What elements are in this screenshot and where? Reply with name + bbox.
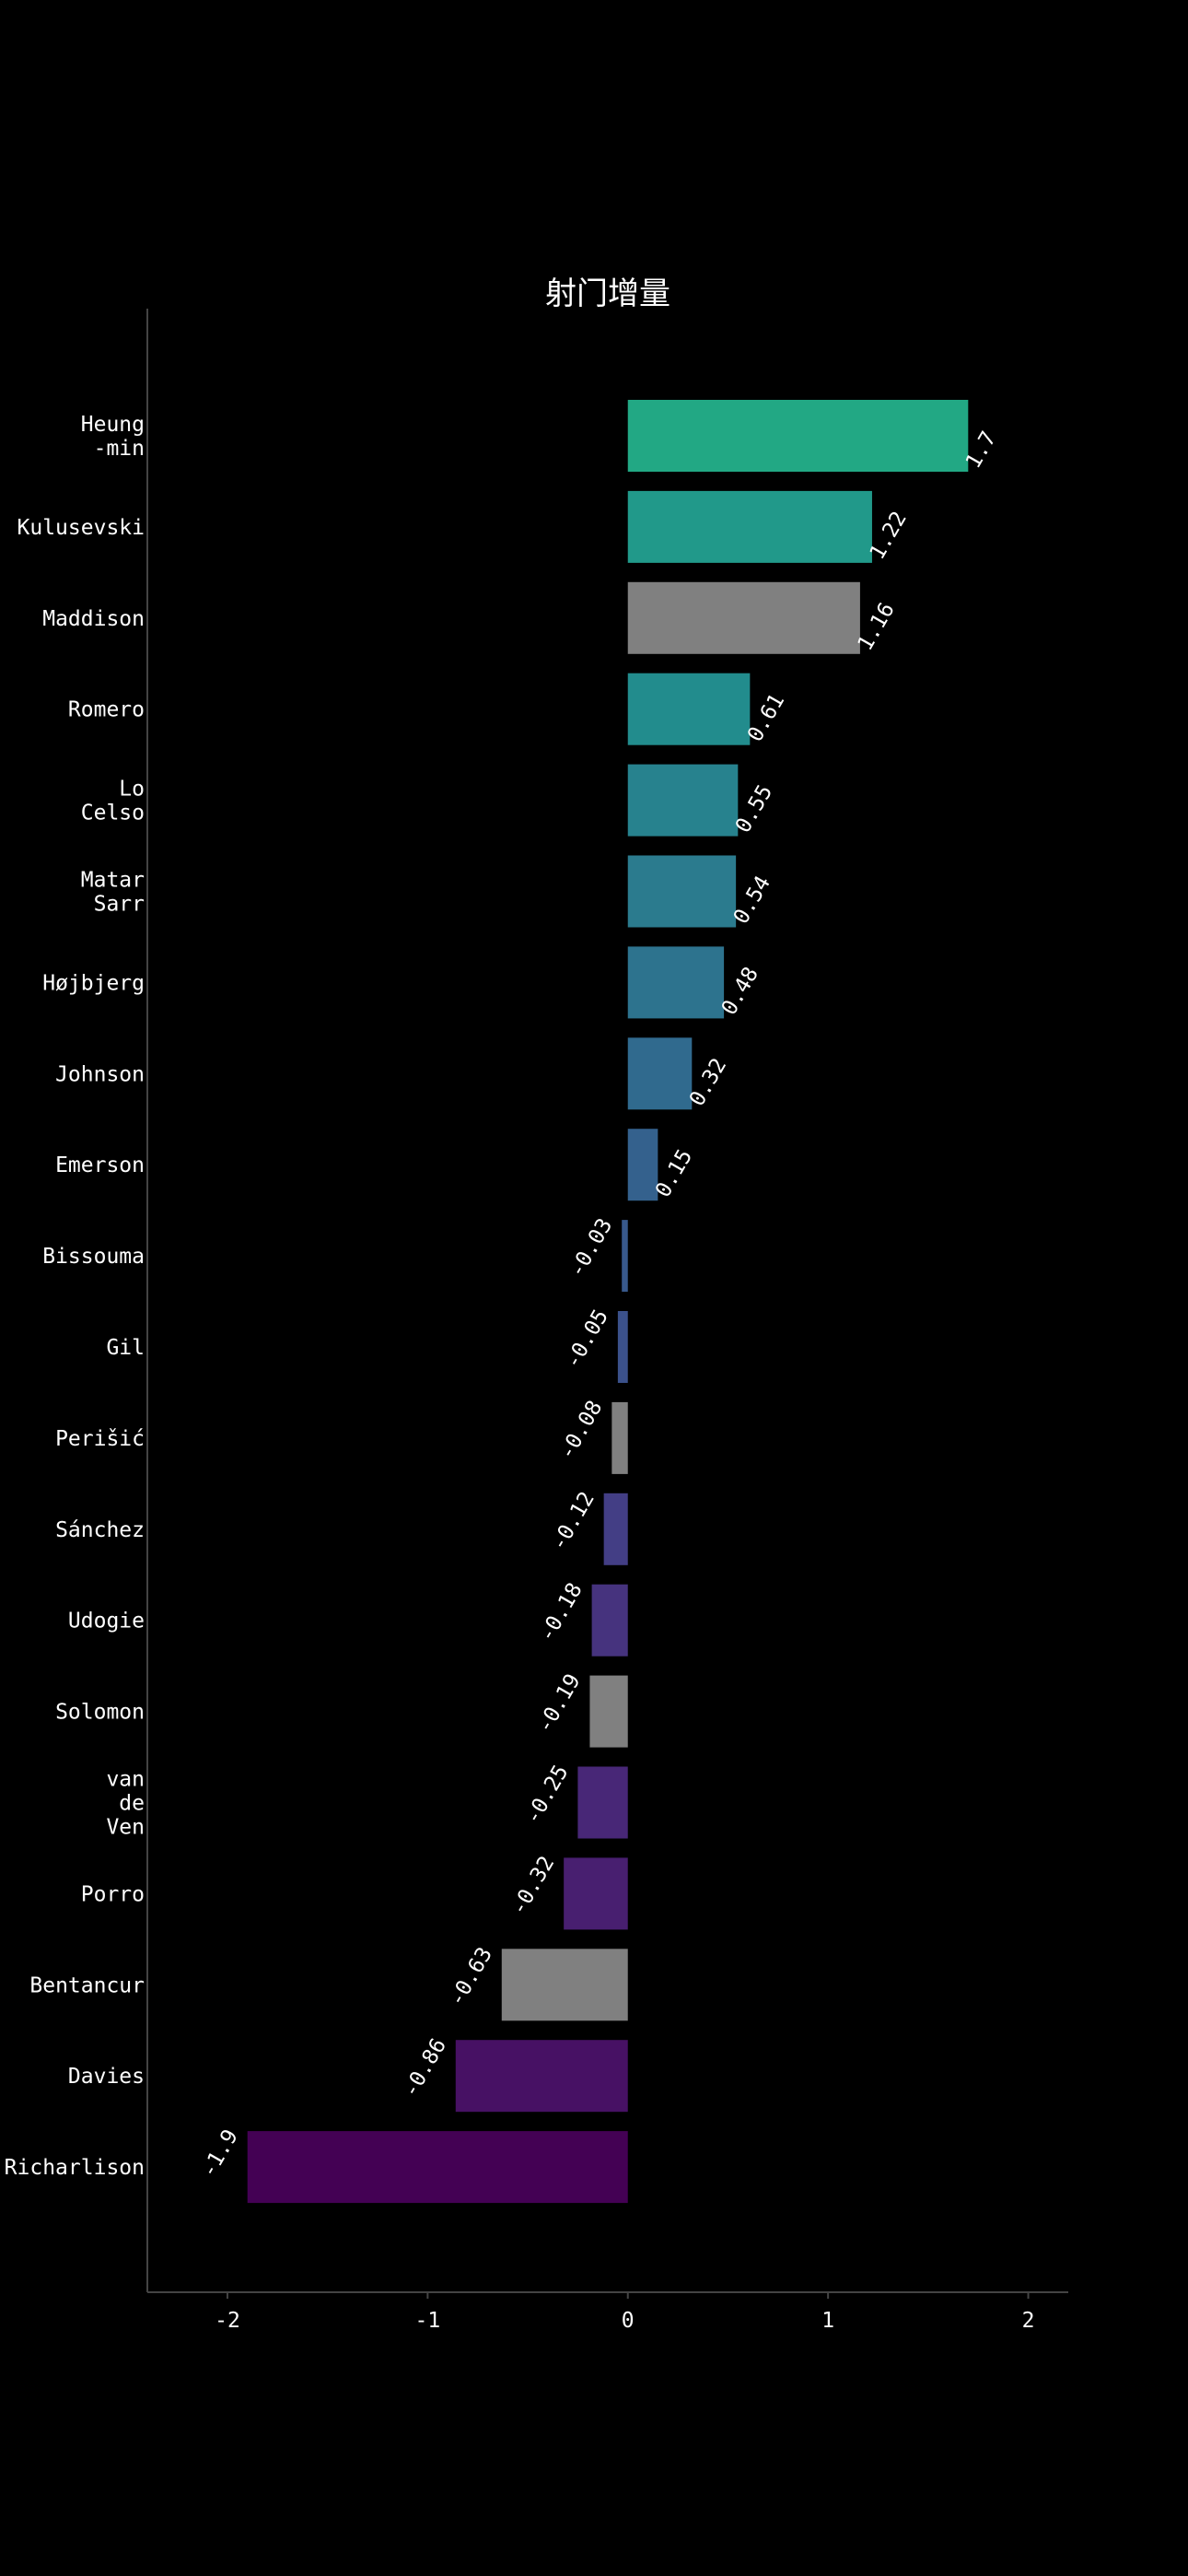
category-label: van de Ven (106, 1768, 145, 1840)
bar (627, 764, 739, 837)
bar (577, 1766, 628, 1839)
x-tick-label: 1 (821, 2309, 834, 2333)
category-label: Sánchez (55, 1518, 145, 1542)
x-ticks-group: -2 -1 0 1 2 (215, 2292, 1034, 2333)
bar (627, 1037, 693, 1110)
category-label: Bentancur (29, 1973, 145, 1997)
x-tick-label: 0 (622, 2309, 635, 2333)
bar (603, 1493, 628, 1565)
category-label: Davies (68, 2065, 145, 2089)
category-label: Lo Celso (81, 778, 145, 825)
bar (455, 2040, 628, 2113)
bar (611, 1401, 628, 1474)
x-tick-label: -1 (414, 2309, 440, 2333)
category-label: Romero (68, 698, 145, 722)
category-label: Højbjerg (42, 971, 145, 995)
bar (627, 855, 737, 928)
bar (617, 1311, 628, 1383)
category-label: Richarlison (5, 2156, 145, 2180)
category-label: Johnson (55, 1062, 145, 1086)
category-label: Matar Sarr (81, 869, 145, 917)
category-label: Heung -min (81, 413, 145, 461)
bar (589, 1675, 628, 1748)
category-label: Gil (106, 1336, 145, 1360)
bar (627, 581, 860, 654)
chart-title: 射门增量 (545, 275, 670, 312)
bar (622, 1220, 628, 1293)
category-label: Perišić (55, 1427, 145, 1451)
bar (501, 1949, 628, 2021)
category-label: Emerson (55, 1153, 145, 1177)
bar (627, 400, 969, 472)
x-tick-label: -2 (215, 2309, 240, 2333)
bar (591, 1584, 628, 1657)
bar (627, 490, 872, 563)
bar (247, 2131, 628, 2204)
category-labels-group: Heung -min Kulusevski Maddison Romero Lo Celso… (5, 413, 145, 2180)
bar (627, 946, 725, 1019)
category-label: Solomon (55, 1701, 145, 1725)
category-label: Porro (81, 1882, 145, 1906)
category-label: Bissouma (42, 1245, 145, 1269)
category-label: Maddison (42, 607, 145, 631)
category-label: Kulusevski (17, 516, 145, 540)
x-tick-label: 2 (1022, 2309, 1035, 2333)
bar (627, 1129, 658, 1201)
bar (564, 1857, 628, 1930)
bar (627, 673, 751, 745)
bars-group (247, 400, 969, 2204)
category-label: Udogie (68, 1610, 145, 1633)
